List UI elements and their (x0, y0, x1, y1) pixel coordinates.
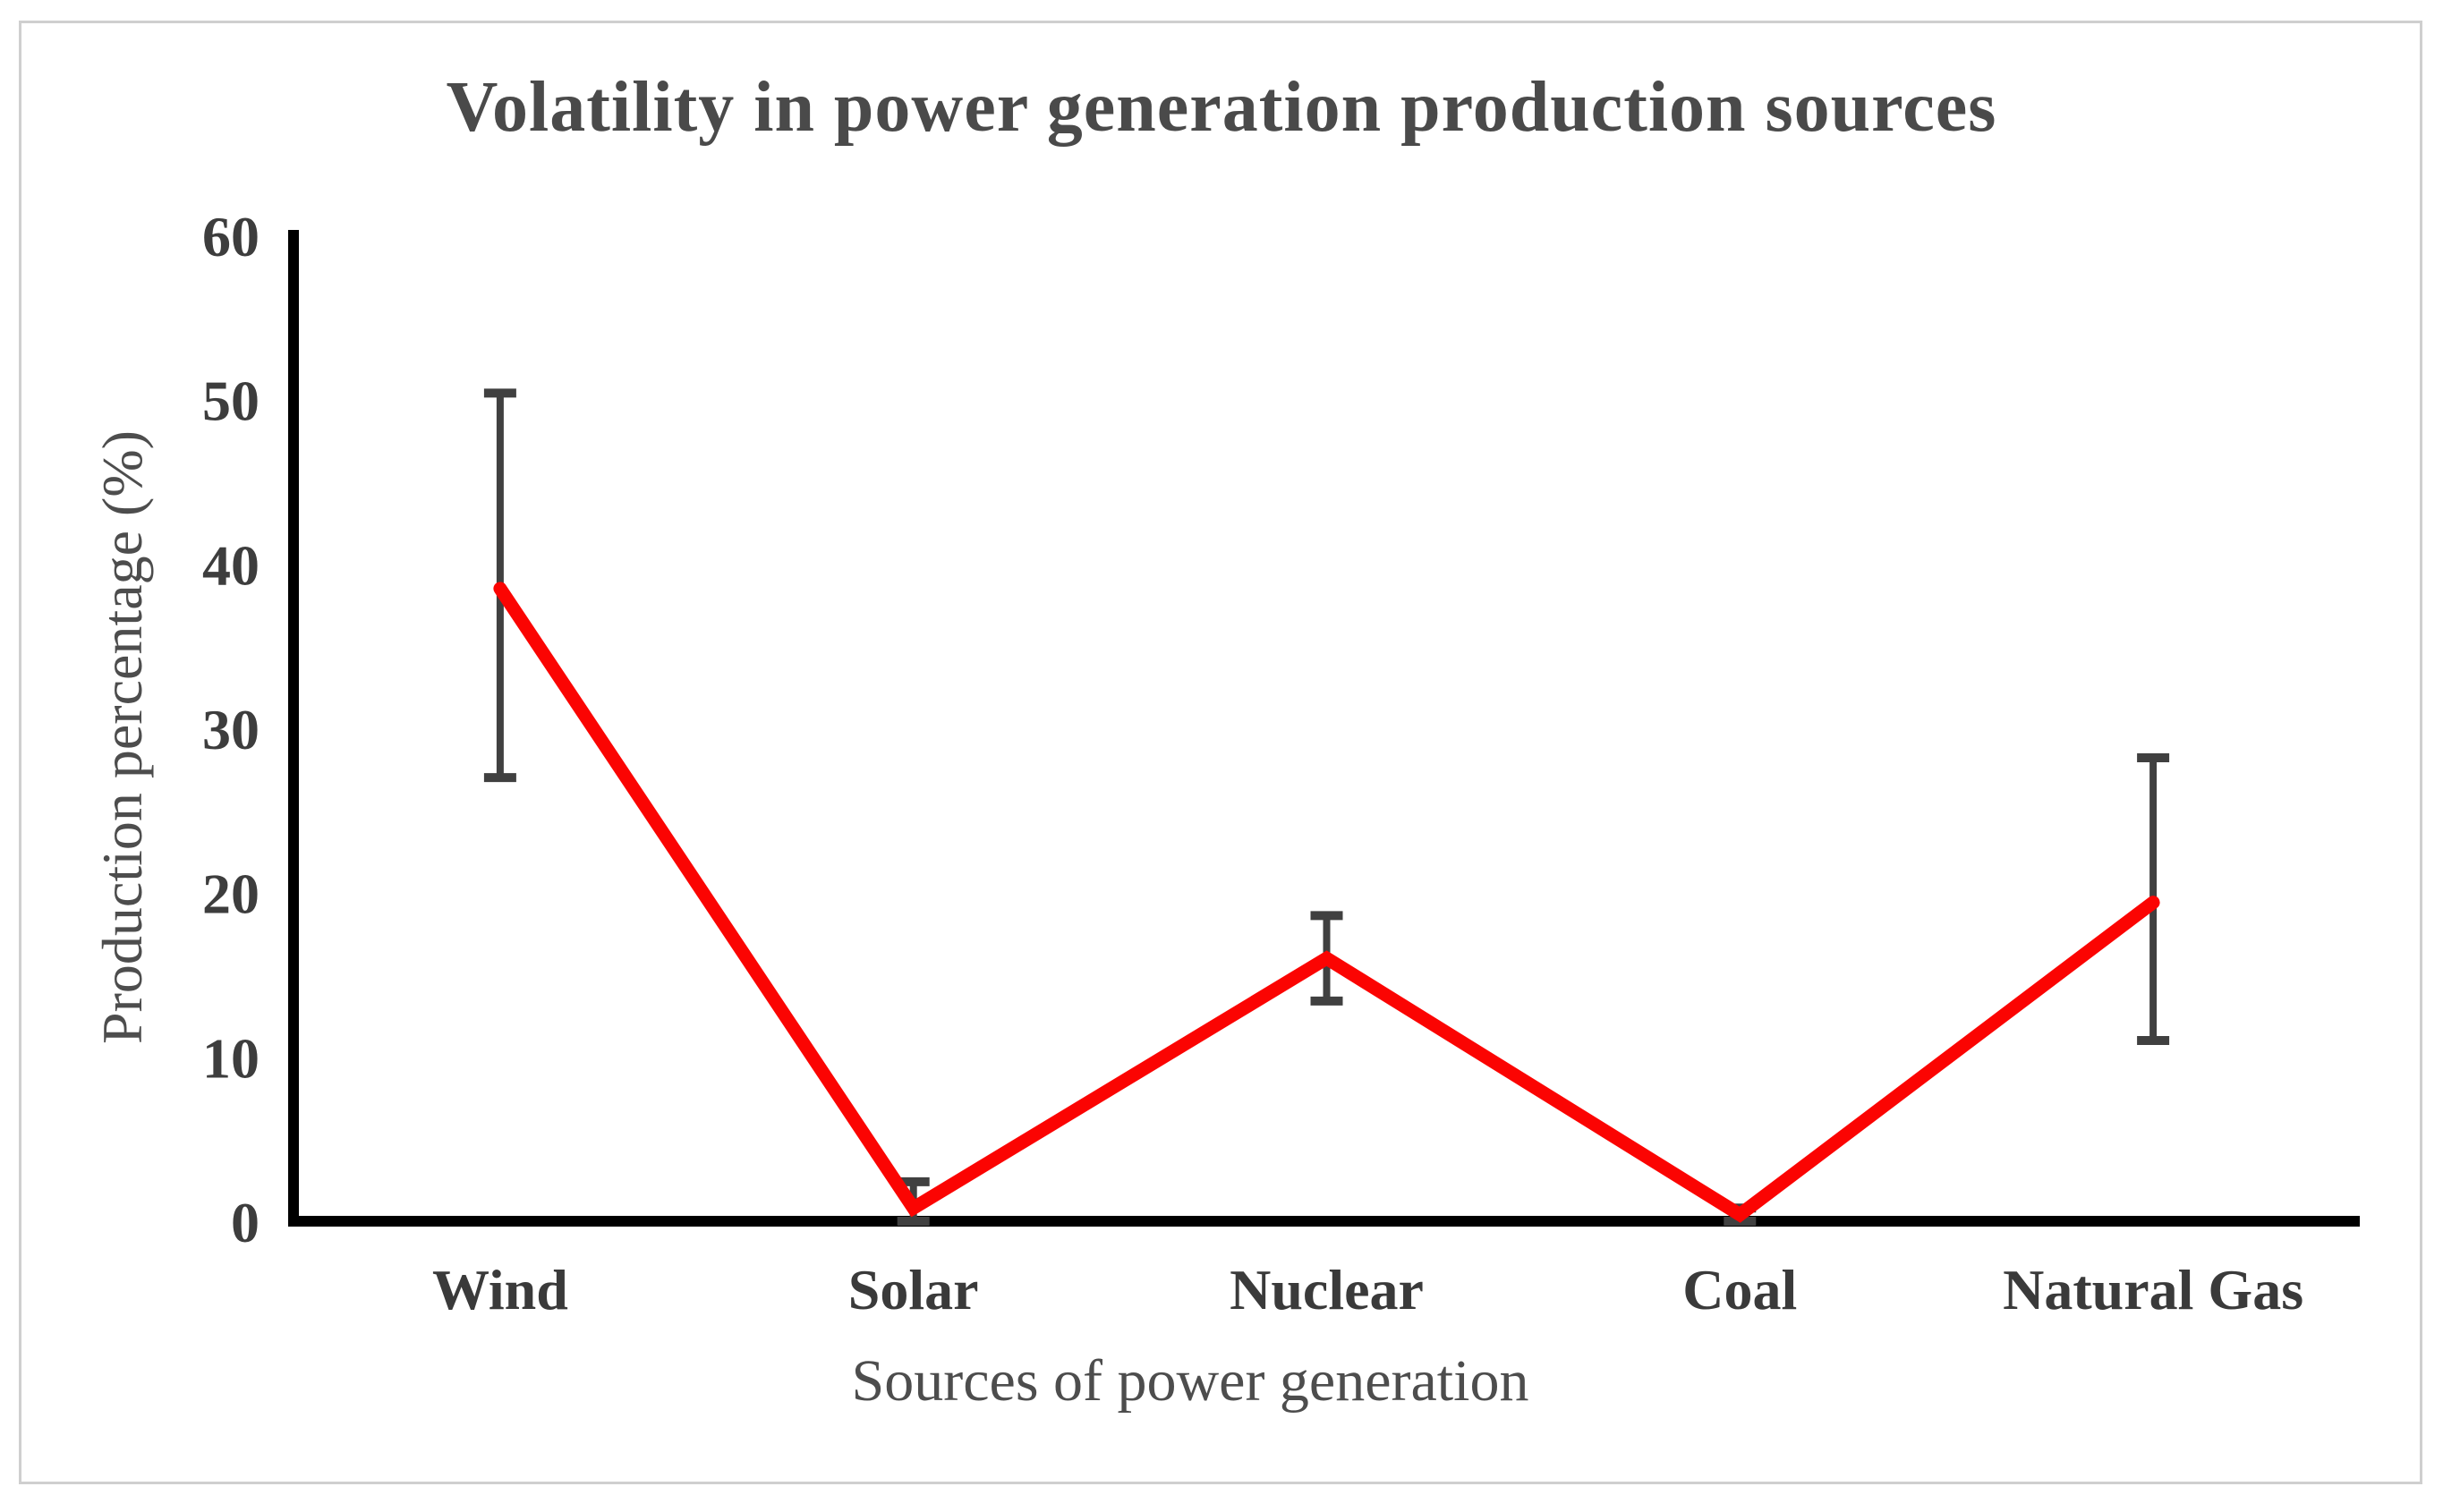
x-category-label: Nuclear (1230, 1258, 1424, 1321)
axes (288, 230, 2360, 1227)
chart-title: Volatility in power generation productio… (446, 68, 1997, 147)
y-tick-label: 30 (202, 698, 260, 761)
y-tick-label: 20 (202, 862, 260, 926)
data-line (493, 582, 2160, 1223)
x-category-labels: Wind Solar Nuclear Coal Natural Gas (432, 1258, 2303, 1321)
x-category-label: Coal (1682, 1258, 1797, 1321)
error-bars (483, 388, 2170, 1226)
y-tick-label: 40 (202, 533, 260, 597)
x-category-label: Natural Gas (2003, 1258, 2303, 1321)
chart-border-frame (19, 21, 2422, 1484)
y-tick-label: 0 (231, 1191, 260, 1254)
x-category-label: Solar (848, 1258, 979, 1321)
x-axis-title: Sources of power generation (851, 1348, 1529, 1414)
x-category-label: Wind (432, 1258, 568, 1321)
y-tick-label: 10 (202, 1026, 260, 1090)
y-tick-label: 60 (202, 205, 260, 268)
y-tick-label: 50 (202, 370, 260, 433)
y-tick-labels: 0 10 20 30 40 50 60 (202, 205, 260, 1254)
